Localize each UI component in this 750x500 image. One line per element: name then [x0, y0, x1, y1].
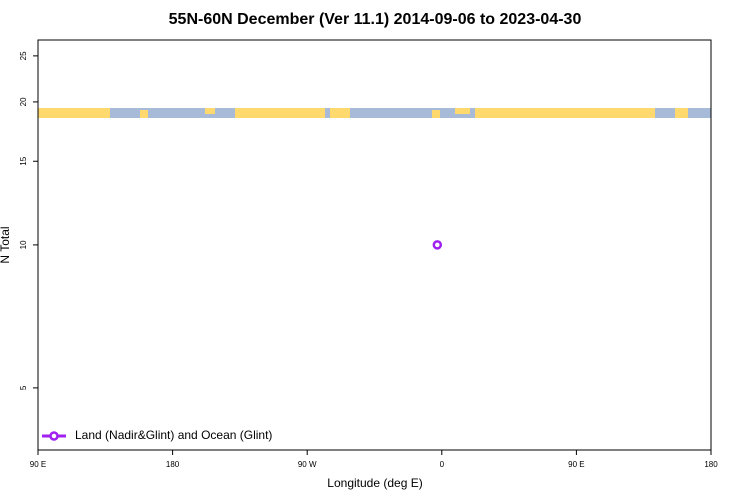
x-tick-label: 0	[440, 460, 445, 469]
x-tick-label: 90 E	[30, 460, 46, 469]
legend-marker	[49, 431, 59, 441]
y-tick-label: 25	[19, 51, 28, 60]
legend-label: Land (Nadir&Glint) and Ocean (Glint)	[75, 428, 272, 442]
y-tick-label: 15	[19, 156, 28, 165]
x-tick-label: 180	[166, 460, 180, 469]
x-tick-label: 180	[704, 460, 718, 469]
x-tick-label: 90 E	[568, 460, 584, 469]
land-ocean-strip	[38, 108, 711, 118]
y-tick-label: 5	[19, 385, 28, 390]
plot-frame	[37, 39, 712, 451]
x-axis-label: Longitude (deg E)	[327, 476, 422, 490]
point	[432, 240, 443, 250]
x-tick-label: 90 W	[298, 460, 317, 469]
y-axis-label: N Total	[0, 226, 12, 263]
y-tick-label: 20	[19, 97, 28, 106]
y-tick-label: 10	[19, 240, 28, 249]
chart-title: 55N-60N December (Ver 11.1) 2014-09-06 t…	[169, 11, 582, 28]
